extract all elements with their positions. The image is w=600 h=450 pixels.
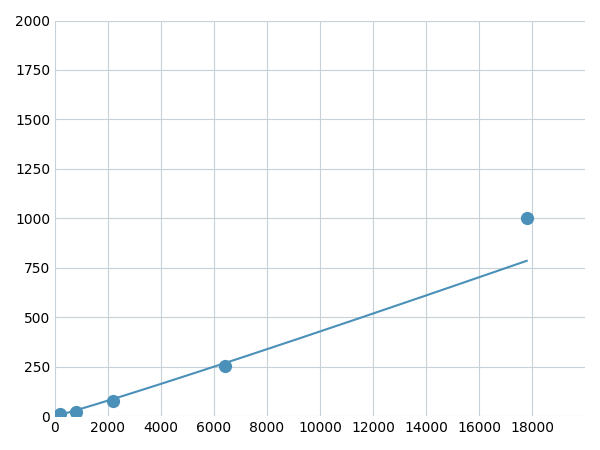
Point [522, 215, 532, 222]
Point [220, 362, 229, 369]
Point [109, 398, 118, 405]
Point [71, 409, 81, 416]
Point [55, 410, 65, 418]
